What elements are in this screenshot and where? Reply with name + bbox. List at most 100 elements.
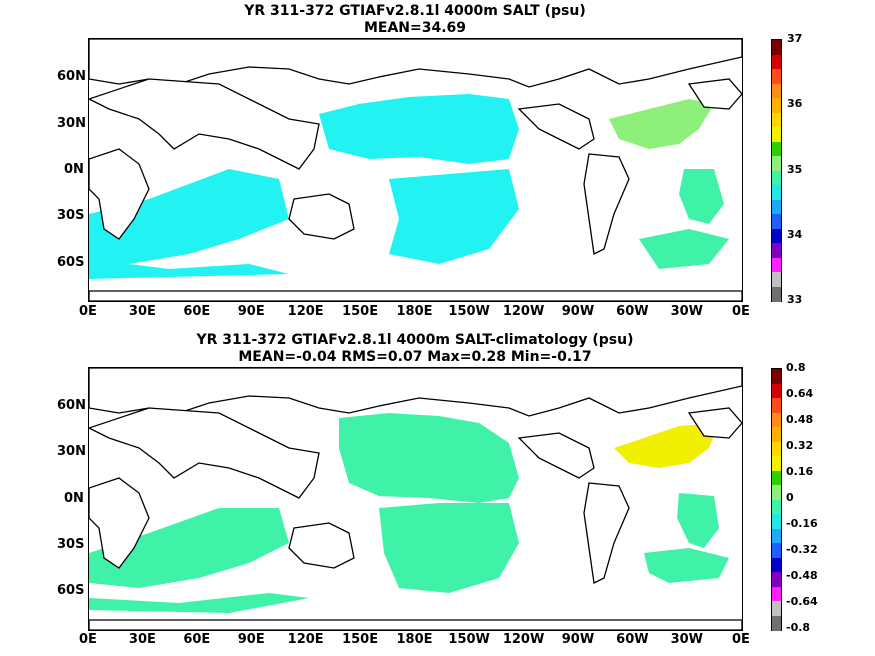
colorbar-segment <box>772 369 781 385</box>
panel-2-title: YR 311-372 GTIAFv2.8.1l 4000m SALT-clima… <box>196 332 634 348</box>
south-pacific-field <box>379 503 519 593</box>
panel-1-mean: MEAN=34.69 <box>363 20 467 36</box>
lon-tick: 60E <box>183 304 211 319</box>
colorbar-label: 0.8 <box>786 361 806 374</box>
colorbar-segment <box>772 54 781 70</box>
colorbar-segment <box>772 615 781 631</box>
panel-2-map-svg <box>89 368 742 630</box>
colorbar-label: 0.16 <box>786 465 814 478</box>
colorbar-segment <box>772 272 781 288</box>
lon-tick: 120E <box>287 304 324 319</box>
lon-tick: 120E <box>287 632 324 647</box>
colorbar-segment <box>772 170 781 186</box>
panel-2-map <box>88 367 743 631</box>
lat-tick: 30S <box>57 208 85 223</box>
lon-tick: 90E <box>237 632 265 647</box>
lon-tick: 30W <box>670 632 704 647</box>
colorbar-segment <box>772 514 781 530</box>
panel-1-colorbar <box>771 39 782 302</box>
panel-1-map <box>88 38 743 302</box>
lat-tick: 60N <box>57 69 86 84</box>
colorbar-segment <box>772 412 781 428</box>
colorbar-segment <box>772 141 781 157</box>
colorbar-label: -0.8 <box>786 621 811 634</box>
lon-tick: 60E <box>183 632 211 647</box>
colorbar-segment <box>772 243 781 259</box>
colorbar-segment <box>772 427 781 443</box>
colorbar-segment <box>772 441 781 457</box>
colorbar-segment <box>772 185 781 201</box>
lat-tick: 60S <box>57 583 85 598</box>
lon-tick: 90W <box>561 632 595 647</box>
colorbar-label: -0.32 <box>786 543 818 556</box>
lat-tick: 30N <box>57 444 86 459</box>
colorbar-segment <box>772 485 781 501</box>
colorbar-segment <box>772 383 781 399</box>
south-atlantic-field <box>639 169 729 269</box>
lon-tick: 60W <box>616 304 649 319</box>
colorbar-segment <box>772 543 781 559</box>
colorbar-segment <box>772 257 781 273</box>
colorbar-segment <box>772 98 781 114</box>
colorbar-segment <box>772 398 781 414</box>
colorbar-segment <box>772 214 781 230</box>
colorbar-segment <box>772 499 781 515</box>
colorbar-label: 33 <box>787 293 803 306</box>
lat-tick: 60N <box>57 398 86 413</box>
lon-tick: 90E <box>237 304 265 319</box>
coastlines <box>89 39 742 301</box>
coastlines <box>89 368 742 630</box>
lat-tick: 0N <box>64 491 84 506</box>
lon-tick: 0E <box>79 632 97 647</box>
panel-1-map-svg <box>89 39 742 301</box>
colorbar-segment <box>772 83 781 99</box>
colorbar-segment <box>772 69 781 85</box>
north-pacific-field <box>319 94 519 164</box>
colorbar-segment <box>772 456 781 472</box>
lat-tick: 0N <box>64 162 84 177</box>
lon-tick: 30E <box>128 632 156 647</box>
indian-ocean-field <box>89 169 289 279</box>
colorbar-segment <box>772 127 781 143</box>
lon-tick: 0E <box>732 304 750 319</box>
colorbar-label: 0.32 <box>786 439 814 452</box>
lon-tick: 150E <box>342 304 379 319</box>
lon-tick: 150W <box>448 304 490 319</box>
lon-tick: 120W <box>502 304 545 319</box>
colorbar-segment <box>772 557 781 573</box>
lon-tick: 180E <box>396 304 433 319</box>
colorbar-segment <box>772 228 781 244</box>
colorbar-label: 37 <box>787 32 803 45</box>
colorbar-segment <box>772 601 781 617</box>
colorbar-segment <box>772 572 781 588</box>
colorbar-segment <box>772 528 781 544</box>
colorbar-label: 34 <box>787 228 803 241</box>
lon-tick: 60W <box>616 632 649 647</box>
lat-tick: 60S <box>57 255 85 270</box>
lon-tick: 90W <box>561 304 595 319</box>
colorbar-label: 36 <box>787 97 803 110</box>
indian-ocean-field <box>89 508 309 613</box>
north-pacific-field <box>339 413 519 503</box>
lon-tick: 0E <box>732 632 750 647</box>
north-atlantic-saline-field <box>609 99 714 149</box>
lon-tick: 180E <box>396 632 433 647</box>
colorbar-segment <box>772 112 781 128</box>
north-atlantic-positive-field <box>614 423 719 468</box>
lat-tick: 30N <box>57 116 86 131</box>
panel-2-stats: MEAN=-0.04 RMS=0.07 Max=0.28 Min=-0.17 <box>238 349 592 365</box>
south-atlantic-field <box>644 493 729 583</box>
colorbar-segment <box>772 156 781 172</box>
lon-tick: 150W <box>448 632 490 647</box>
colorbar-label: -0.48 <box>786 569 818 582</box>
colorbar-label: -0.16 <box>786 517 818 530</box>
colorbar-segment <box>772 40 781 56</box>
panel-1-title: YR 311-372 GTIAFv2.8.1l 4000m SALT (psu) <box>244 3 586 19</box>
lon-tick: 120W <box>502 632 545 647</box>
panel-2-colorbar <box>771 368 782 631</box>
lon-tick: 0E <box>79 304 97 319</box>
colorbar-segment <box>772 586 781 602</box>
colorbar-label: 35 <box>787 163 803 176</box>
colorbar-segment <box>772 286 781 302</box>
colorbar-segment <box>772 470 781 486</box>
